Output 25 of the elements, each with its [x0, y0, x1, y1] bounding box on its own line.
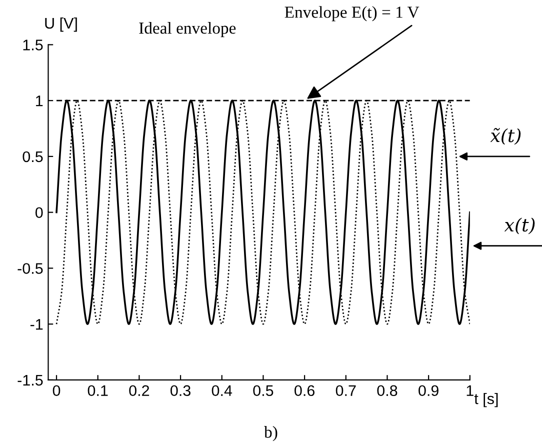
y-tick-label: -1: [30, 319, 43, 330]
x-tick-label: 0.5: [253, 385, 274, 396]
x-tick-label: 0.4: [212, 385, 232, 396]
x-axis-title: t [s]: [474, 392, 498, 408]
y-tick-label: 1.5: [23, 40, 43, 50]
x-tick-label: 0.6: [294, 385, 314, 396]
chart-title: Ideal envelope: [139, 22, 236, 38]
x-tick-label: 0: [52, 385, 60, 396]
text: b): [264, 426, 278, 442]
annotation: x(t): [504, 218, 535, 234]
x-tick-label: 0.3: [170, 385, 190, 396]
y-tick-label: -1.5: [18, 374, 43, 386]
y-tick-label: 1: [36, 96, 43, 106]
y-axis-title: U [V]: [45, 17, 77, 32]
x-tick-label: 0.2: [129, 385, 150, 396]
annotation: x̃(t): [490, 128, 521, 145]
x-tick-label: 0.1: [88, 385, 108, 396]
y-tick-label: -0.5: [18, 263, 43, 274]
x-tick-label: 1: [466, 385, 474, 396]
x-tick-label: 0.7: [336, 385, 356, 396]
annotation: Envelope E(t) = 1 V: [284, 6, 420, 22]
x-tick-label: 0.8: [377, 385, 398, 396]
x-tick-label: 0.9: [418, 385, 438, 396]
y-tick-label: 0: [35, 207, 43, 218]
y-tick-label: 0.5: [22, 151, 43, 162]
